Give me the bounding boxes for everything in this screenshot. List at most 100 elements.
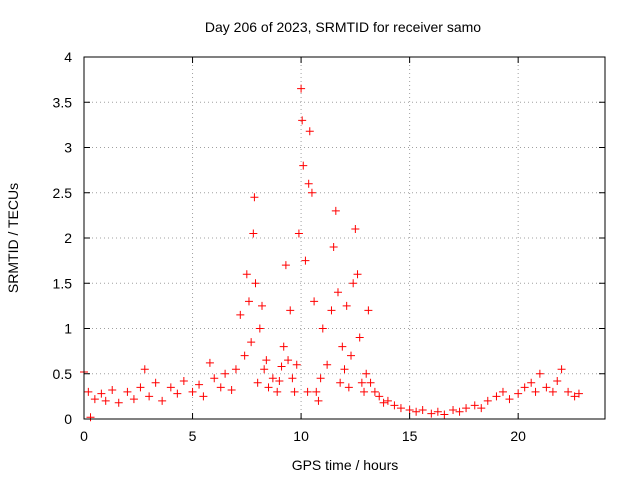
data-point (262, 356, 271, 365)
data-point (349, 279, 358, 288)
data-point (477, 404, 486, 413)
data-point (305, 127, 314, 136)
data-point (338, 342, 347, 351)
data-point (553, 376, 562, 385)
data-point (527, 378, 536, 387)
y-tick-label: 2 (64, 230, 72, 246)
y-tick-label: 0 (64, 411, 72, 427)
grid (84, 57, 605, 419)
data-point (312, 387, 321, 396)
data-point (240, 351, 249, 360)
data-point (307, 188, 316, 197)
data-point (357, 378, 366, 387)
data-point (299, 161, 308, 170)
data-point (449, 405, 458, 414)
data-point (362, 369, 371, 378)
data-point (355, 333, 364, 342)
data-point (260, 365, 269, 374)
data-point (316, 374, 325, 383)
y-tick-label: 3.5 (53, 94, 73, 110)
data-point (205, 358, 214, 367)
data-point (236, 310, 245, 319)
data-point (340, 365, 349, 374)
data-point (247, 338, 256, 347)
data-point (310, 297, 319, 306)
data-point (129, 395, 138, 404)
data-point (564, 387, 573, 396)
data-point (281, 261, 290, 270)
data-point (242, 270, 251, 279)
x-tick-label: 15 (402, 428, 418, 444)
data-point (136, 383, 145, 392)
data-point (483, 396, 492, 405)
data-point (294, 229, 303, 238)
data-point (298, 116, 307, 125)
data-point (108, 386, 117, 395)
data-point (360, 387, 369, 396)
data-point (268, 374, 277, 383)
data-point (114, 398, 123, 407)
data-point (570, 392, 579, 401)
data-point (290, 387, 299, 396)
x-tick-label: 0 (80, 428, 88, 444)
data-point (179, 376, 188, 385)
data-point (231, 365, 240, 374)
data-point (418, 405, 427, 414)
data-point (366, 378, 375, 387)
data-point (151, 378, 160, 387)
data-point (86, 413, 95, 422)
data-point (297, 84, 306, 93)
y-tick-label: 3 (64, 140, 72, 156)
data-point (470, 401, 479, 410)
data-point (427, 409, 436, 418)
data-point (329, 243, 338, 252)
data-point (166, 383, 175, 392)
data-point (84, 387, 93, 396)
data-point (364, 306, 373, 315)
data-point (574, 389, 583, 398)
y-tick-label: 0.5 (53, 366, 73, 382)
data-point (101, 396, 110, 405)
data-point (336, 378, 345, 387)
data-point (379, 398, 388, 407)
data-point (514, 389, 523, 398)
data-point (396, 404, 405, 413)
data-point (199, 392, 208, 401)
data-point (173, 389, 182, 398)
data-point (383, 396, 392, 405)
data-point (227, 386, 236, 395)
data-point (273, 387, 282, 396)
data-point (548, 387, 557, 396)
data-point (277, 362, 286, 371)
x-tick-label: 5 (189, 428, 197, 444)
data-point (314, 396, 323, 405)
data-point (221, 369, 230, 378)
data-points (80, 84, 583, 422)
data-point (557, 365, 566, 374)
data-point (258, 301, 267, 310)
x-tick-label: 20 (510, 428, 526, 444)
data-point (535, 369, 544, 378)
data-point (244, 297, 253, 306)
data-point (327, 306, 336, 315)
data-point (531, 387, 540, 396)
chart-title: Day 206 of 2023, SRMTID for receiver sam… (205, 19, 481, 35)
data-point (390, 401, 399, 410)
data-point (342, 301, 351, 310)
data-point (123, 387, 132, 396)
data-point (286, 306, 295, 315)
data-point (347, 351, 356, 360)
data-point (216, 383, 225, 392)
data-point (158, 396, 167, 405)
x-tick-label: 10 (293, 428, 309, 444)
data-point (440, 410, 449, 419)
y-tick-label: 1.5 (53, 275, 73, 291)
data-point (498, 387, 507, 396)
data-point (323, 360, 332, 369)
data-point (318, 324, 327, 333)
data-point (303, 387, 312, 396)
data-point (195, 380, 204, 389)
y-tick-label: 4 (64, 49, 72, 65)
data-point (210, 374, 219, 383)
